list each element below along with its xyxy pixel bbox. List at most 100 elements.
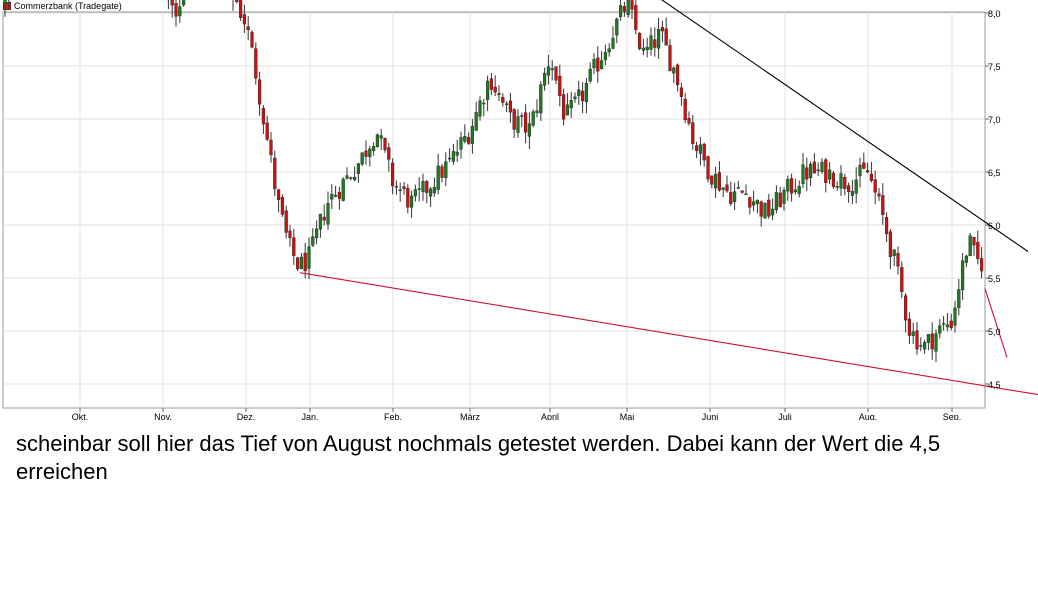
candle-body [900, 267, 904, 293]
chart-legend: Commerzbank (Tradegate) [3, 1, 122, 11]
candle-body [660, 27, 664, 32]
candle-body [858, 164, 862, 177]
candle-body [820, 161, 824, 172]
candle-body [349, 177, 353, 179]
candle-body [793, 189, 797, 193]
candle-body [444, 161, 448, 178]
candle-body [508, 100, 512, 113]
candle-body [763, 203, 767, 219]
candle-body [976, 242, 980, 260]
candle-body [668, 45, 672, 72]
x-tick-label: Nov. [154, 412, 172, 420]
candle-body [847, 185, 851, 193]
candle-body [706, 156, 710, 180]
candle-body [330, 193, 334, 200]
y-tick-label: 6,0 [988, 221, 1001, 231]
candlestick-chart: 4,55,05,56,06,57,07,58,08,59,09,5Okt.Nov… [2, 0, 1038, 420]
candle-body [425, 181, 429, 193]
candle-body [634, 5, 638, 30]
candle-body [421, 180, 425, 193]
candle-body [592, 59, 596, 69]
y-tick-label: 7,0 [988, 115, 1001, 125]
candle-body [543, 72, 547, 86]
grid-layer [3, 12, 989, 412]
candle-body [584, 83, 588, 103]
candle-body [379, 135, 383, 139]
candle-body [911, 331, 915, 336]
candle-body [474, 112, 478, 131]
candle-body [679, 87, 683, 97]
candle-body [486, 80, 490, 100]
candle-body [702, 143, 706, 161]
candle-body [246, 26, 250, 30]
candle-body [261, 107, 265, 125]
candle-body [273, 157, 277, 190]
candle-body [767, 199, 771, 217]
candle-body [546, 66, 550, 76]
candle-body [345, 175, 349, 179]
candle-body [831, 172, 835, 187]
candle-body [961, 260, 965, 291]
x-tick-label: Jan. [301, 412, 318, 420]
candle-body [786, 178, 790, 192]
candle-body [816, 169, 820, 172]
candle-body [862, 162, 866, 169]
x-tick-label: Feb. [384, 412, 402, 420]
candle-body [516, 116, 520, 133]
candle-body [235, 0, 239, 3]
candle-body [790, 178, 794, 194]
candle-body [657, 29, 661, 49]
candle-body [729, 192, 733, 204]
candle-body [170, 0, 174, 6]
candle-body [174, 3, 178, 17]
x-tick-label: Sep. [943, 412, 962, 420]
candle-body [258, 79, 262, 105]
candle-body [250, 31, 254, 48]
y-tick-label: 5,0 [988, 327, 1001, 337]
candle-body [892, 249, 896, 256]
candle-body [467, 137, 471, 144]
candle-body [520, 115, 524, 117]
candle-body [630, 0, 634, 10]
candle-body [698, 144, 702, 154]
trend-layer [299, 0, 1038, 396]
candle-body [432, 186, 436, 194]
candle-body [455, 151, 459, 156]
candle-body [440, 166, 444, 178]
candle-body [664, 28, 668, 46]
candle-body [600, 60, 604, 70]
candle-body [3, 0, 7, 5]
candle-body [653, 39, 657, 48]
x-tick-label: Aug. [859, 412, 878, 420]
candle-body [744, 193, 748, 196]
candle-body [907, 318, 911, 336]
trendline [299, 272, 1038, 396]
plot-area [2, 11, 986, 409]
candle-body [315, 228, 319, 239]
candle-body [417, 188, 421, 190]
candle-body [881, 195, 885, 215]
candle-body [588, 68, 592, 82]
candle-body [337, 191, 341, 199]
legend-label: Commerzbank (Tradegate) [14, 1, 122, 11]
candle-body [413, 189, 417, 197]
candle-body [611, 37, 615, 49]
candle-body [459, 137, 463, 150]
candle-body [904, 295, 908, 321]
y-tick-label: 8,0 [988, 9, 1001, 19]
candle-body [835, 186, 839, 188]
x-tick-label: April [541, 412, 559, 420]
x-tick-label: Juli [778, 412, 792, 420]
candle-body [265, 122, 269, 140]
candle-body [596, 57, 600, 72]
candle-body [919, 345, 923, 347]
candle-body [554, 66, 558, 81]
y-tick-label: 6,5 [988, 168, 1001, 178]
candle-body [356, 163, 360, 174]
candle-layer [3, 0, 984, 363]
candle-body [493, 86, 497, 93]
candle-body [318, 213, 322, 230]
candle-body [288, 230, 292, 239]
candle-body [752, 201, 756, 206]
candle-body [672, 67, 676, 74]
